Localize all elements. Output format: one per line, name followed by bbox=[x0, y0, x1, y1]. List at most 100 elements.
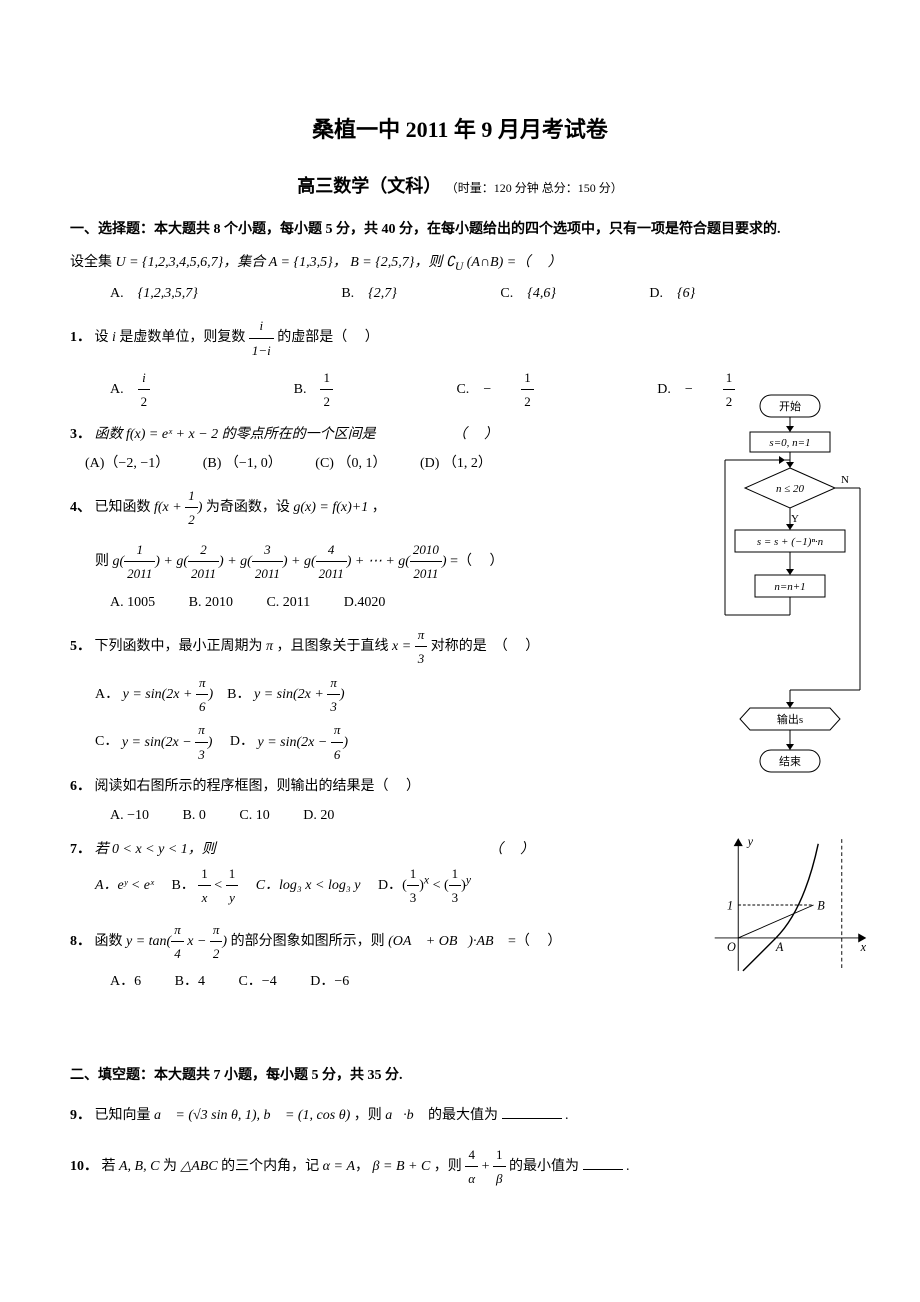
svg-text:O: O bbox=[727, 940, 736, 954]
q8-stem-a: 函数 bbox=[95, 934, 123, 949]
q6-stem: 阅读如右图所示的程序框图，则输出的结果是（ ） bbox=[95, 779, 421, 794]
q8-stem-c: =（ ） bbox=[508, 934, 561, 949]
q8-opt-c: C．−4 bbox=[238, 969, 276, 994]
q9-blank bbox=[502, 1105, 562, 1119]
q9-stem-c: 的最大值为 bbox=[428, 1108, 498, 1123]
q1-opt-a: A. i2 bbox=[110, 366, 210, 414]
q0-stem-b: U = {1,2,3,4,5,6,7}，集合 A = {1,3,5}， B = … bbox=[116, 255, 455, 270]
q5-stem-a: 下列函数中，最小正周期为 bbox=[95, 639, 263, 654]
q6-num: 6． bbox=[70, 779, 91, 794]
question-0: 设全集 U = {1,2,3,4,5,6,7}，集合 A = {1,3,5}， … bbox=[70, 250, 850, 306]
q3-stem: 函数 f(x) = eˣ + x − 2 的零点所在的一个区间是 （ ） bbox=[95, 427, 499, 442]
question-6: 6． 阅读如右图所示的程序框图，则输出的结果是（ ） A. −10 B. 0 C… bbox=[70, 774, 630, 828]
q8-options: A．6 B．4 C．−4 D．−6 bbox=[70, 969, 650, 994]
question-4: 4、 已知函数 f(x + 12) 为奇函数，设 g(x) = f(x)+1 ，… bbox=[70, 484, 630, 615]
q4-stem-c: ， bbox=[372, 500, 386, 515]
q5-opt-c: C． y = sin(2x − π3) bbox=[95, 735, 212, 750]
q4-opt-a: A. 1005 bbox=[110, 590, 155, 615]
subtitle-text: 高三数学（文科） bbox=[297, 176, 441, 196]
q6-opt-c: C. 10 bbox=[239, 803, 269, 828]
q4-num: 4、 bbox=[70, 500, 91, 515]
q9-stem-a: 已知向量 bbox=[95, 1108, 151, 1123]
question-9: 9． 已知向量 a⃗ = (√3 sin θ, 1), b⃗ = (1, cos… bbox=[70, 1103, 850, 1128]
q1-num: 1． bbox=[70, 330, 91, 345]
q5-opt-d: D． y = sin(2x − π6) bbox=[230, 735, 348, 750]
svg-text:y: y bbox=[746, 835, 754, 849]
svg-text:输出s: 输出s bbox=[777, 712, 803, 726]
q1-opt-b: B. 12 bbox=[294, 366, 393, 414]
q10-stem-b: 为 bbox=[163, 1159, 177, 1174]
page-title: 桑植一中 2011 年 9 月月考试卷 bbox=[70, 110, 850, 150]
q4-line2: 则 g(12011) + g(22011) + g(32011) + g(420… bbox=[70, 538, 630, 586]
svg-text:n ≤ 20: n ≤ 20 bbox=[776, 483, 805, 495]
q8-opt-a: A．6 bbox=[110, 969, 141, 994]
svg-text:开始: 开始 bbox=[779, 399, 801, 413]
q0-opt-d: D. {6} bbox=[649, 281, 725, 306]
q5-opt-b: B． y = sin(2x + π3) bbox=[227, 687, 344, 702]
q8-num: 8． bbox=[70, 934, 91, 949]
q4-opt-d: D.4020 bbox=[344, 590, 386, 615]
svg-text:s=0, n=1: s=0, n=1 bbox=[769, 437, 810, 449]
section2-header: 二、填空题：本大题共 7 小题，每小题 5 分，共 35 分. bbox=[70, 1063, 850, 1088]
q0-stem-a: 设全集 bbox=[70, 255, 112, 270]
question-8: 8． 函数 y = tan(π4 x − π2) 的部分图象如图所示，则 (OA… bbox=[70, 918, 650, 995]
q1-opt-c: C. −12 bbox=[456, 366, 593, 414]
question-10: 10． 若 A, B, C 为 △ABC 的三个内角，记 α = A， β = … bbox=[70, 1143, 850, 1191]
q9-ab: a⃗·b⃗ bbox=[385, 1108, 424, 1123]
subtitle: 高三数学（文科） （时量：120 分钟 总分：150 分） bbox=[70, 170, 850, 202]
q7-opt-c: C．log₃ x < log₃ y bbox=[256, 878, 361, 893]
section1-header: 一、选择题：本大题共 8 个小题，每小题 5 分，共 40 分，在每小题给出的四… bbox=[115, 217, 850, 242]
q0-options: A. {1,2,3,5,7} B. {2,7} C. {4,6} D. {6} bbox=[70, 281, 850, 306]
q6-opt-a: A. −10 bbox=[110, 803, 149, 828]
q4-opt-b: B. 2010 bbox=[189, 590, 233, 615]
q7-options: A．eʸ < eˣ B． 1x < 1y C．log₃ x < log₃ y D… bbox=[70, 862, 650, 910]
svg-text:x: x bbox=[860, 940, 867, 954]
q7-num: 7． bbox=[70, 842, 91, 857]
q8-stem-b: 的部分图象如图所示，则 bbox=[231, 934, 385, 949]
q6-opt-d: D. 20 bbox=[303, 803, 334, 828]
q10-stem-d: ，则 bbox=[434, 1159, 462, 1174]
q7-stem: 若 0 < x < y < 1，则 （ ） bbox=[95, 842, 535, 857]
q1-stem-c: 的虚部是（ ） bbox=[277, 330, 379, 345]
q0-opt-c: C. {4,6} bbox=[500, 281, 586, 306]
q4-stem-a: 已知函数 bbox=[95, 500, 151, 515]
q10-tri: △ABC bbox=[180, 1159, 217, 1174]
q10-stem-c: 的三个内角，记 bbox=[221, 1159, 319, 1174]
svg-text:N: N bbox=[841, 474, 849, 486]
svg-text:结束: 结束 bbox=[779, 755, 801, 768]
q3-opt-a: (A)（−2, −1） bbox=[85, 451, 169, 476]
q7-opt-a: A．eʸ < eˣ bbox=[95, 878, 154, 893]
q5-row2: C． y = sin(2x − π3) D． y = sin(2x − π6) bbox=[70, 718, 630, 766]
q4-opt-c: C. 2011 bbox=[266, 590, 310, 615]
q4-stem-b: 为奇函数，设 bbox=[206, 500, 290, 515]
q9-num: 9． bbox=[70, 1108, 91, 1123]
q1-stem-a: 设 bbox=[95, 330, 109, 345]
svg-text:B: B bbox=[817, 899, 825, 913]
q5-stem-b: ，且图象关于直线 bbox=[277, 639, 389, 654]
q8-vec: (OA⃗ + OB⃗)·AB⃗ bbox=[388, 934, 504, 949]
q4-options: A. 1005 B. 2010 C. 2011 D.4020 bbox=[70, 590, 630, 615]
q6-options: A. −10 B. 0 C. 10 D. 20 bbox=[70, 803, 630, 828]
q3-opt-c: (C) （0, 1） bbox=[315, 451, 386, 476]
q7-opt-b: B． 1x < 1y bbox=[171, 878, 238, 893]
q0-opt-b: B. {2,7} bbox=[341, 281, 427, 306]
q10-num: 10． bbox=[70, 1159, 98, 1174]
q10-stem-e: 的最小值为 bbox=[509, 1159, 579, 1174]
q5-opt-a: A． y = sin(2x + π6) bbox=[95, 687, 213, 702]
svg-text:s = s + (−1)ⁿ·n: s = s + (−1)ⁿ·n bbox=[757, 536, 824, 548]
q0-opt-a: A. {1,2,3,5,7} bbox=[110, 281, 228, 306]
flowchart: 开始 s=0, n=1 n ≤ 20 Y N s = s + (−1)ⁿ·n n… bbox=[720, 390, 870, 830]
q10-blank bbox=[583, 1156, 623, 1170]
q1-stem-b: 是虚数单位，则复数 bbox=[119, 330, 245, 345]
q10-abc: A, B, C bbox=[119, 1159, 159, 1174]
q5-num: 5． bbox=[70, 639, 91, 654]
q8-opt-d: D．−6 bbox=[310, 969, 349, 994]
exam-meta: （时量：120 分钟 总分：150 分） bbox=[446, 181, 623, 195]
q5-stem-c: 对称的是 （ ） bbox=[431, 639, 540, 654]
q8-opt-b: B．4 bbox=[175, 969, 205, 994]
q10-alpha: α = A bbox=[323, 1159, 355, 1174]
q0-stem-c: (A∩B) =（ ） bbox=[467, 255, 562, 270]
graph-plot: y x O A B 1 bbox=[710, 830, 870, 980]
question-5: 5． 下列函数中，最小正周期为 π ，且图象关于直线 x = π3 对称的是 （… bbox=[70, 623, 630, 766]
q3-opt-b: (B) （−1, 0） bbox=[203, 451, 282, 476]
